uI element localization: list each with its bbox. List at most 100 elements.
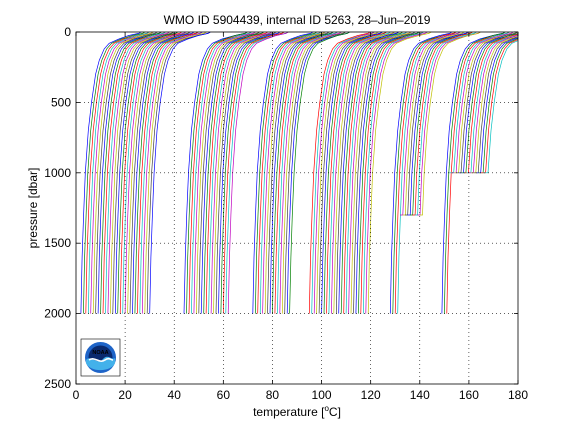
profile-line	[203, 32, 265, 314]
profile-line	[451, 32, 514, 174]
profile-line	[227, 32, 289, 314]
profile-line	[132, 32, 195, 314]
profile-line	[92, 32, 154, 314]
x-tick-label: 20	[118, 388, 132, 402]
profile-line	[259, 32, 322, 314]
x-axis-label: temperature [oC]	[253, 404, 341, 419]
x-axis-label-tail: C]	[329, 405, 341, 419]
profile-line	[289, 32, 350, 314]
profile-line	[345, 32, 408, 314]
profile-line	[394, 32, 457, 314]
profile-line	[456, 32, 518, 174]
profile-line	[119, 32, 182, 314]
profile-line	[449, 32, 510, 174]
profile-line	[218, 32, 281, 314]
profile-line	[95, 32, 158, 314]
profile-line	[478, 38, 518, 174]
x-tick-label: 140	[410, 388, 430, 402]
profile-line	[144, 32, 207, 314]
profile-line	[321, 32, 383, 314]
profile-line	[328, 32, 391, 314]
profile-line	[279, 32, 342, 314]
profile-line	[193, 32, 256, 314]
profile-line	[333, 32, 395, 314]
profile-line	[308, 32, 371, 314]
profile-line	[407, 32, 469, 216]
profile-line	[129, 32, 191, 314]
y-axis-label: pressure [dbar]	[26, 168, 40, 249]
profile-line	[267, 32, 330, 314]
x-axis-label-text: temperature [	[253, 405, 325, 419]
profile-line	[473, 36, 518, 174]
profile-line	[191, 32, 252, 314]
profile-line	[365, 32, 428, 314]
profile-line	[284, 32, 346, 314]
profile-line	[316, 32, 379, 314]
profile-line	[205, 32, 268, 314]
profile-line	[107, 32, 170, 314]
profile-line	[272, 32, 334, 314]
profile-line	[461, 33, 518, 174]
x-tick-label: 180	[508, 388, 528, 402]
y-tick-label: 1000	[44, 166, 71, 180]
profile-line	[149, 32, 211, 314]
profile-line	[222, 32, 285, 314]
profile-line	[124, 32, 187, 314]
profile-line	[350, 32, 412, 314]
profile-line	[389, 32, 453, 314]
profile-line	[80, 32, 142, 314]
profile-line	[141, 32, 203, 314]
plot-area	[80, 32, 518, 314]
profile-line	[112, 32, 174, 314]
y-tick-label: 2500	[44, 377, 71, 391]
profile-line	[476, 37, 518, 174]
profile-line	[367, 32, 432, 314]
y-tick-label: 0	[64, 25, 71, 39]
noaa-logo-text: NOAA	[92, 350, 108, 356]
profile-line	[254, 32, 318, 314]
profile-line	[117, 32, 179, 314]
profile-line	[105, 32, 166, 314]
profile-line	[471, 36, 518, 174]
profile-line	[481, 39, 518, 174]
profile-line	[443, 32, 506, 314]
profile-line	[340, 32, 403, 314]
plot-frame	[75, 31, 519, 385]
profile-line	[338, 32, 400, 314]
profile-line	[186, 32, 248, 314]
profile-line	[210, 32, 273, 314]
y-tick-label: 1500	[44, 236, 71, 250]
profile-line	[215, 32, 277, 314]
profile-line	[362, 32, 424, 314]
profile-line	[468, 35, 518, 174]
x-tick-label: 60	[217, 388, 231, 402]
x-tick-label: 100	[312, 388, 332, 402]
chart-title: WMO ID 5904439, internal ID 5263, 28–Jun…	[164, 13, 431, 27]
profile-line	[464, 34, 518, 174]
x-axis-label-unit: o	[324, 404, 329, 413]
y-tick-label: 2000	[44, 307, 71, 321]
profile-line	[198, 32, 260, 314]
profile-line	[402, 32, 465, 216]
profile-line	[87, 32, 150, 314]
profile-line	[466, 34, 518, 174]
axes: 0 20 40 60 80 100 120 140 160 180 0 500 1000 1500 2000…	[44, 25, 528, 402]
profile-line	[277, 32, 338, 314]
noaa-logo: NOAA	[80, 338, 121, 377]
x-tick-label: 160	[459, 388, 479, 402]
profile-line	[100, 32, 162, 314]
profile-line	[358, 32, 420, 314]
profile-line	[414, 32, 477, 216]
profile-line	[83, 32, 146, 314]
x-tick-label: 0	[73, 388, 80, 402]
x-tick-label: 120	[361, 388, 381, 402]
profiles-group	[80, 32, 518, 314]
profile-line	[252, 32, 314, 314]
x-tick-label: 80	[266, 388, 280, 402]
y-tick-label: 500	[51, 95, 71, 109]
x-tick-label: 40	[168, 388, 182, 402]
profile-line	[353, 32, 416, 314]
profile-line	[326, 32, 387, 314]
profile-line	[313, 32, 375, 314]
